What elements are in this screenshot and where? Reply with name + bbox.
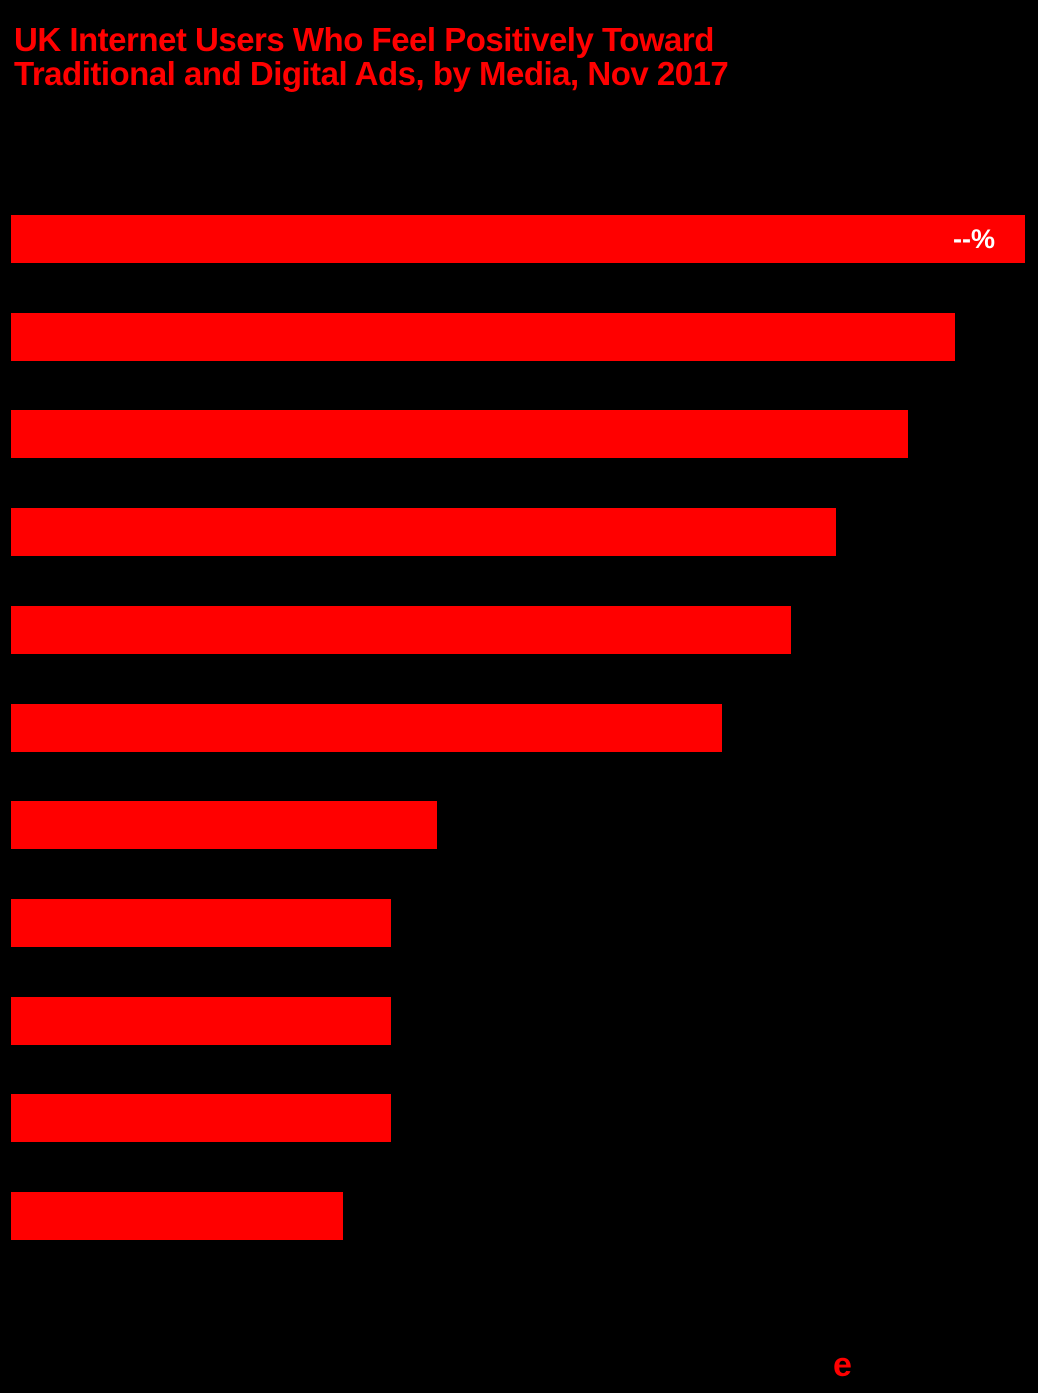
bar-rank-3 bbox=[11, 410, 908, 458]
bar-rank-8 bbox=[11, 899, 391, 947]
bar-rank-6 bbox=[11, 704, 722, 752]
bar-rank-2 bbox=[11, 313, 955, 361]
bar-rank-1: --% bbox=[11, 215, 1025, 263]
bar-value-label: --% bbox=[953, 223, 995, 254]
bar-rank-10 bbox=[11, 1094, 391, 1142]
bar-rank-4 bbox=[11, 508, 836, 556]
chart-title-line-2: Traditional and Digital Ads, by Media, N… bbox=[14, 55, 729, 92]
emarketer-logo-e: e bbox=[833, 1346, 852, 1384]
bar-rank-9 bbox=[11, 997, 391, 1045]
bar-rank-11 bbox=[11, 1192, 343, 1240]
bar-rank-5 bbox=[11, 606, 791, 654]
chart-title: UK Internet Users Who Feel Positively To… bbox=[14, 21, 729, 92]
chart-title-line-1: UK Internet Users Who Feel Positively To… bbox=[14, 21, 714, 58]
bar-rank-7 bbox=[11, 801, 437, 849]
